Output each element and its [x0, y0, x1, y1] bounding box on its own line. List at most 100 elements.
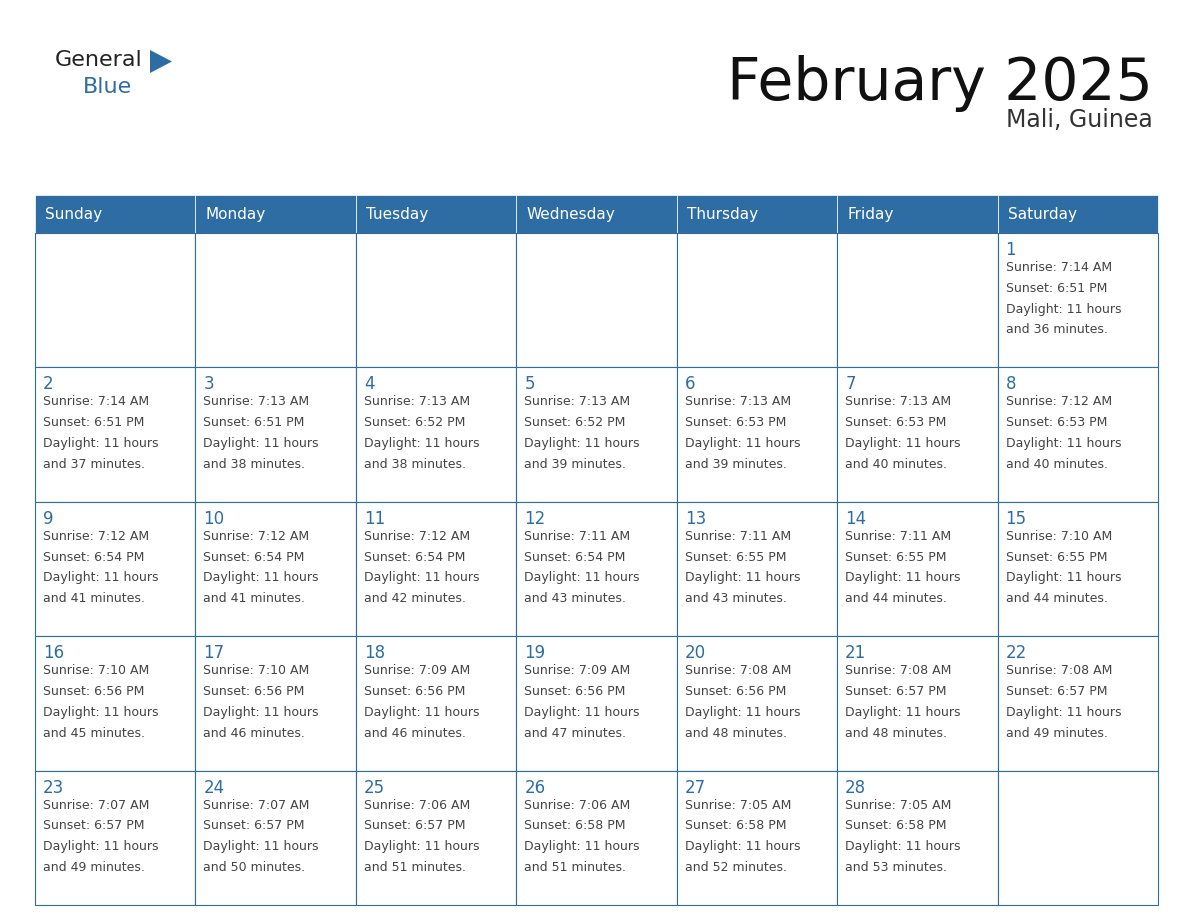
Text: Daylight: 11 hours: Daylight: 11 hours: [43, 572, 158, 585]
Text: and 48 minutes.: and 48 minutes.: [845, 727, 947, 740]
Text: 12: 12: [524, 509, 545, 528]
Text: Daylight: 11 hours: Daylight: 11 hours: [845, 706, 961, 719]
Text: Sunrise: 7:12 AM: Sunrise: 7:12 AM: [203, 530, 310, 543]
Text: Sunset: 6:53 PM: Sunset: 6:53 PM: [684, 416, 786, 430]
Text: Daylight: 11 hours: Daylight: 11 hours: [845, 437, 961, 450]
Text: Sunset: 6:54 PM: Sunset: 6:54 PM: [364, 551, 466, 564]
Text: 3: 3: [203, 375, 214, 394]
Text: Daylight: 11 hours: Daylight: 11 hours: [203, 840, 318, 853]
Text: Sunrise: 7:10 AM: Sunrise: 7:10 AM: [203, 665, 310, 677]
Text: Sunrise: 7:08 AM: Sunrise: 7:08 AM: [684, 665, 791, 677]
Bar: [677, 502, 838, 636]
Text: and 50 minutes.: and 50 minutes.: [203, 861, 305, 874]
Text: Sunset: 6:58 PM: Sunset: 6:58 PM: [524, 820, 626, 833]
Text: 2: 2: [43, 375, 53, 394]
Bar: [838, 195, 998, 233]
Text: Friday: Friday: [847, 207, 893, 221]
Text: 28: 28: [845, 778, 866, 797]
Text: 8: 8: [1005, 375, 1016, 394]
Bar: [34, 233, 196, 367]
Text: and 51 minutes.: and 51 minutes.: [524, 861, 626, 874]
Text: and 44 minutes.: and 44 minutes.: [1005, 592, 1107, 605]
Text: Sunset: 6:53 PM: Sunset: 6:53 PM: [1005, 416, 1107, 430]
Text: and 52 minutes.: and 52 minutes.: [684, 861, 786, 874]
Text: Daylight: 11 hours: Daylight: 11 hours: [684, 437, 801, 450]
Text: Sunday: Sunday: [45, 207, 102, 221]
Bar: [677, 636, 838, 770]
Text: Sunset: 6:53 PM: Sunset: 6:53 PM: [845, 416, 947, 430]
Text: Sunrise: 7:10 AM: Sunrise: 7:10 AM: [43, 665, 150, 677]
Bar: [517, 502, 677, 636]
Bar: [356, 367, 517, 502]
Text: Sunrise: 7:09 AM: Sunrise: 7:09 AM: [524, 665, 631, 677]
Text: 5: 5: [524, 375, 535, 394]
Bar: [677, 770, 838, 905]
Bar: [356, 233, 517, 367]
Text: and 41 minutes.: and 41 minutes.: [203, 592, 305, 605]
Text: General: General: [55, 50, 143, 70]
Text: 10: 10: [203, 509, 225, 528]
Bar: [34, 636, 196, 770]
Bar: [517, 233, 677, 367]
Text: Sunset: 6:58 PM: Sunset: 6:58 PM: [684, 820, 786, 833]
Bar: [196, 233, 356, 367]
Text: Sunset: 6:52 PM: Sunset: 6:52 PM: [524, 416, 626, 430]
Text: and 49 minutes.: and 49 minutes.: [1005, 727, 1107, 740]
Text: Daylight: 11 hours: Daylight: 11 hours: [364, 437, 479, 450]
Text: Sunrise: 7:08 AM: Sunrise: 7:08 AM: [845, 665, 952, 677]
Text: and 39 minutes.: and 39 minutes.: [524, 458, 626, 471]
Text: and 38 minutes.: and 38 minutes.: [364, 458, 466, 471]
Text: Sunrise: 7:08 AM: Sunrise: 7:08 AM: [1005, 665, 1112, 677]
Bar: [998, 233, 1158, 367]
Text: 11: 11: [364, 509, 385, 528]
Bar: [196, 636, 356, 770]
Bar: [356, 770, 517, 905]
Text: Sunset: 6:54 PM: Sunset: 6:54 PM: [43, 551, 145, 564]
Text: Sunset: 6:57 PM: Sunset: 6:57 PM: [1005, 685, 1107, 698]
Text: 9: 9: [43, 509, 53, 528]
Bar: [196, 502, 356, 636]
Text: Saturday: Saturday: [1007, 207, 1076, 221]
Text: Sunrise: 7:07 AM: Sunrise: 7:07 AM: [203, 799, 310, 812]
Text: 22: 22: [1005, 644, 1026, 662]
Text: Daylight: 11 hours: Daylight: 11 hours: [845, 840, 961, 853]
Bar: [998, 636, 1158, 770]
Text: Daylight: 11 hours: Daylight: 11 hours: [203, 572, 318, 585]
Bar: [517, 636, 677, 770]
Bar: [356, 195, 517, 233]
Text: Sunset: 6:55 PM: Sunset: 6:55 PM: [845, 551, 947, 564]
Text: 4: 4: [364, 375, 374, 394]
Text: Daylight: 11 hours: Daylight: 11 hours: [524, 437, 640, 450]
Text: Sunset: 6:56 PM: Sunset: 6:56 PM: [684, 685, 786, 698]
Bar: [998, 502, 1158, 636]
Text: Sunrise: 7:12 AM: Sunrise: 7:12 AM: [43, 530, 150, 543]
Text: Daylight: 11 hours: Daylight: 11 hours: [364, 706, 479, 719]
Bar: [34, 770, 196, 905]
Text: Daylight: 11 hours: Daylight: 11 hours: [364, 572, 479, 585]
Text: Sunset: 6:54 PM: Sunset: 6:54 PM: [203, 551, 305, 564]
Text: and 44 minutes.: and 44 minutes.: [845, 592, 947, 605]
Text: Sunrise: 7:13 AM: Sunrise: 7:13 AM: [203, 396, 310, 409]
Bar: [998, 195, 1158, 233]
Text: Daylight: 11 hours: Daylight: 11 hours: [684, 706, 801, 719]
Text: and 42 minutes.: and 42 minutes.: [364, 592, 466, 605]
Bar: [517, 770, 677, 905]
Text: 26: 26: [524, 778, 545, 797]
Bar: [517, 195, 677, 233]
Polygon shape: [150, 50, 172, 73]
Text: 24: 24: [203, 778, 225, 797]
Text: Monday: Monday: [206, 207, 266, 221]
Text: Mali, Guinea: Mali, Guinea: [1006, 108, 1154, 132]
Text: and 48 minutes.: and 48 minutes.: [684, 727, 786, 740]
Text: February 2025: February 2025: [727, 55, 1154, 112]
Text: Tuesday: Tuesday: [366, 207, 428, 221]
Text: 1: 1: [1005, 241, 1016, 259]
Text: Sunset: 6:51 PM: Sunset: 6:51 PM: [203, 416, 305, 430]
Text: Wednesday: Wednesday: [526, 207, 615, 221]
Text: Sunrise: 7:11 AM: Sunrise: 7:11 AM: [684, 530, 791, 543]
Text: and 45 minutes.: and 45 minutes.: [43, 727, 145, 740]
Bar: [356, 636, 517, 770]
Bar: [34, 502, 196, 636]
Bar: [998, 770, 1158, 905]
Text: Daylight: 11 hours: Daylight: 11 hours: [43, 437, 158, 450]
